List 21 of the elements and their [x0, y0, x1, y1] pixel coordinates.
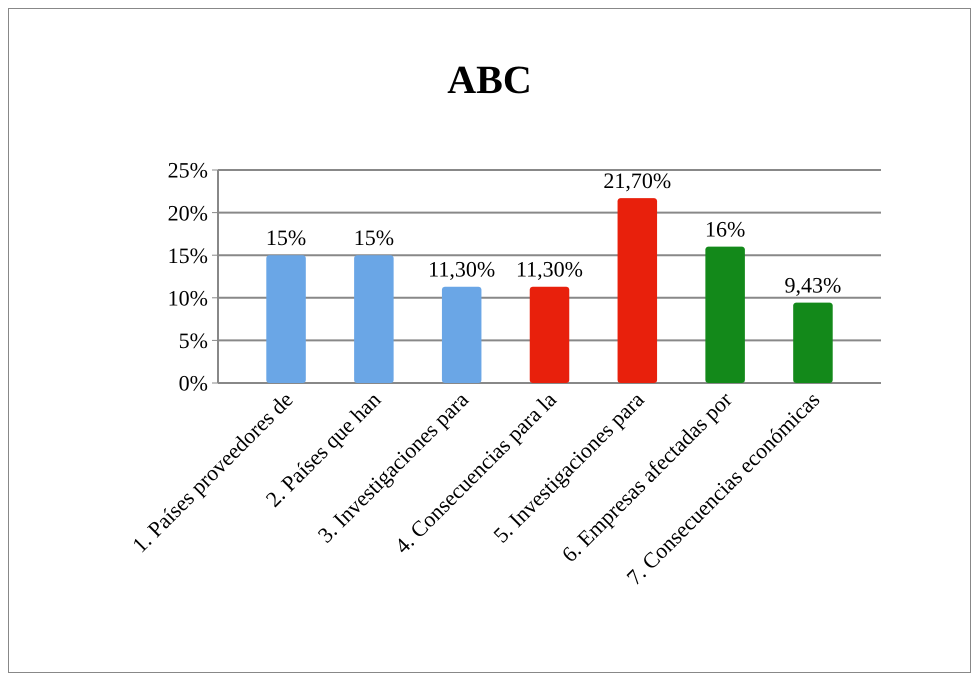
bar	[442, 286, 482, 383]
data-label: 16%	[704, 216, 746, 242]
bar	[354, 255, 394, 383]
data-label: 11,30%	[516, 256, 584, 282]
bar	[266, 255, 306, 383]
data-label: 15%	[354, 225, 394, 250]
chart-title: ABC	[447, 57, 532, 102]
bar	[530, 286, 570, 383]
y-tick-label: 15%	[168, 242, 208, 268]
bar	[618, 198, 658, 383]
data-label: 11,30%	[428, 256, 496, 282]
data-label: 9,43%	[784, 272, 842, 298]
y-tick-label: 5%	[178, 328, 208, 354]
data-label: 15%	[266, 225, 306, 250]
data-label: 21,70%	[603, 168, 672, 194]
bar	[793, 302, 833, 383]
bar	[705, 246, 745, 383]
y-tick-label: 10%	[168, 286, 208, 310]
y-tick-label: 25%	[168, 158, 208, 183]
y-tick-label: 0%	[178, 370, 208, 396]
y-tick-label: 20%	[168, 200, 208, 226]
